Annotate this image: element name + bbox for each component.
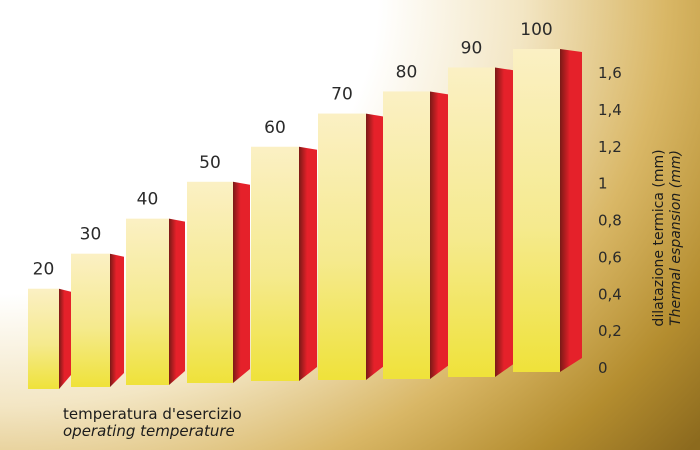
y-tick-label: 0,8 bbox=[598, 212, 622, 230]
bar-front-face bbox=[318, 113, 366, 380]
bar-front-face bbox=[71, 253, 110, 387]
y-axis-label-italian: dilatazione termica (mm) bbox=[651, 149, 667, 327]
bar-front-face bbox=[448, 67, 495, 377]
y-tick-label: 1,6 bbox=[598, 64, 622, 82]
bar bbox=[71, 253, 124, 387]
bar bbox=[187, 181, 250, 383]
bar-side-face bbox=[233, 181, 250, 383]
y-tick-label: 1,4 bbox=[598, 101, 622, 119]
bar bbox=[513, 49, 582, 372]
y-tick-label: 0 bbox=[598, 359, 608, 377]
y-tick-label: 1,2 bbox=[598, 138, 622, 156]
y-tick-label: 1 bbox=[598, 175, 608, 193]
bar-front-face bbox=[187, 181, 233, 383]
y-tick-label: 0,4 bbox=[598, 285, 622, 303]
bar-front-face bbox=[513, 49, 560, 372]
y-tick-label: 0,6 bbox=[598, 248, 622, 266]
bar-side-face bbox=[169, 218, 185, 385]
bar bbox=[383, 91, 449, 379]
y-axis-ticks: 0 0,2 0,4 0,6 0,8 1 1,2 1,4 1,6 bbox=[598, 64, 622, 377]
bar bbox=[251, 146, 317, 381]
x-axis-label-italian: temperatura d'esercizio bbox=[63, 405, 242, 423]
bar-front-face bbox=[251, 146, 299, 381]
x-axis-label-english: operating temperature bbox=[63, 422, 235, 440]
category-label: 50 bbox=[199, 153, 221, 173]
bar-side-face bbox=[110, 253, 124, 387]
y-axis-label-english: Thermal espansion (mm) bbox=[668, 150, 684, 326]
bar-front-face bbox=[28, 288, 59, 389]
bar-side-face bbox=[495, 67, 515, 377]
bar-side-face bbox=[560, 49, 582, 372]
bar-front-face bbox=[383, 91, 430, 379]
y-tick-label: 0,2 bbox=[598, 322, 622, 340]
bar-side-face bbox=[366, 113, 384, 380]
bar-side-face bbox=[430, 91, 449, 379]
x-axis-label: temperatura d'esercizio operating temper… bbox=[63, 406, 242, 440]
category-label: 40 bbox=[137, 190, 159, 210]
bar bbox=[448, 67, 515, 377]
category-label: 90 bbox=[461, 38, 483, 58]
category-label: 60 bbox=[264, 118, 286, 138]
category-label: 80 bbox=[396, 62, 418, 82]
bar-side-face bbox=[59, 288, 71, 389]
category-label: 70 bbox=[331, 85, 353, 105]
bar-side-face bbox=[299, 146, 317, 381]
bar bbox=[318, 113, 384, 380]
bar bbox=[126, 218, 185, 385]
category-label: 30 bbox=[80, 225, 102, 245]
category-label: 20 bbox=[33, 260, 55, 280]
bars-group: 20 30 40 50 60 70 80 90 100 bbox=[28, 20, 582, 389]
category-label: 100 bbox=[520, 20, 552, 40]
bar-front-face bbox=[126, 218, 169, 385]
y-axis-label: dilatazione termica (mm) Thermal espansi… bbox=[651, 149, 685, 326]
bar bbox=[28, 288, 71, 389]
